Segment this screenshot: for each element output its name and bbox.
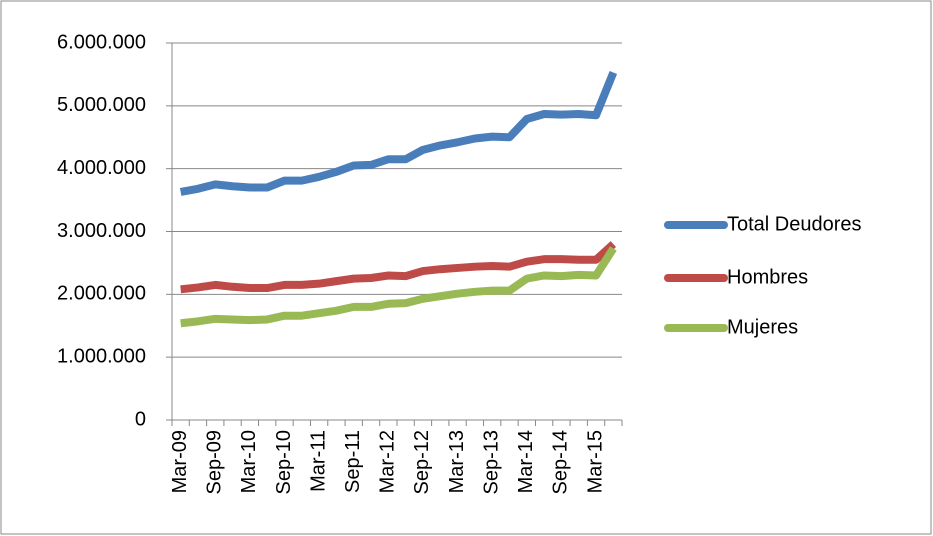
- legend-label: Total Deudores: [727, 213, 862, 235]
- x-tick-label: Mar-15: [584, 430, 606, 493]
- x-tick-label: Sep-14: [550, 430, 572, 495]
- y-tick-label: 3.000.000: [57, 220, 146, 242]
- y-tick-label: 4.000.000: [57, 157, 146, 179]
- y-tick-label: 5.000.000: [57, 94, 146, 116]
- x-tick-label: Sep-12: [411, 430, 433, 495]
- series-line: [180, 246, 617, 328]
- x-tick-label: Sep-13: [480, 430, 502, 495]
- x-tick-label: Mar-09: [169, 430, 191, 493]
- x-tick-label: Mar-12: [377, 430, 399, 493]
- x-tick-label: Mar-14: [515, 430, 537, 493]
- series-line: [180, 241, 617, 294]
- y-tick-label: 0: [135, 408, 146, 430]
- series-line: [179, 71, 618, 196]
- x-tick-label: Sep-09: [204, 430, 226, 495]
- x-tick-label: Mar-11: [307, 430, 329, 492]
- y-tick-label: 6.000.000: [57, 31, 146, 53]
- legend-label: Mujeres: [727, 316, 798, 338]
- legend-label: Hombres: [727, 266, 808, 288]
- x-tick-label: Mar-13: [446, 430, 468, 493]
- x-tick-label: Sep-11: [342, 430, 364, 493]
- x-tick-label: Sep-10: [273, 430, 295, 495]
- x-tick-label: Mar-10: [238, 430, 260, 493]
- y-tick-label: 1.000.000: [57, 345, 146, 367]
- y-tick-label: 2.000.000: [57, 283, 146, 305]
